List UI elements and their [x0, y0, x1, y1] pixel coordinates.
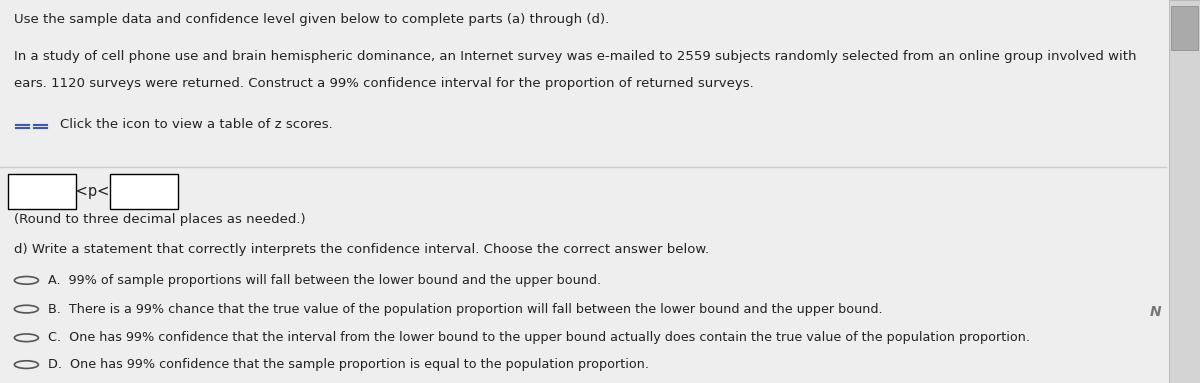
- FancyBboxPatch shape: [14, 126, 30, 129]
- Text: D.  One has 99% confidence that the sample proportion is equal to the population: D. One has 99% confidence that the sampl…: [48, 358, 649, 371]
- FancyBboxPatch shape: [1171, 6, 1198, 50]
- Text: ears. 1120 surveys were returned. Construct a 99% confidence interval for the pr: ears. 1120 surveys were returned. Constr…: [14, 77, 754, 90]
- Text: N: N: [1150, 305, 1162, 319]
- Text: B.  There is a 99% chance that the true value of the population proportion will : B. There is a 99% chance that the true v…: [48, 303, 883, 316]
- FancyBboxPatch shape: [1169, 0, 1200, 383]
- FancyBboxPatch shape: [14, 123, 30, 126]
- Text: A.  99% of sample proportions will fall between the lower bound and the upper bo: A. 99% of sample proportions will fall b…: [48, 274, 601, 287]
- Text: d) Write a statement that correctly interprets the confidence interval. Choose t: d) Write a statement that correctly inte…: [14, 243, 709, 256]
- Text: ▲: ▲: [1181, 10, 1188, 20]
- Text: 0.463: 0.463: [124, 184, 164, 199]
- Text: Click the icon to view a table of z scores.: Click the icon to view a table of z scor…: [60, 118, 332, 131]
- FancyBboxPatch shape: [32, 126, 48, 129]
- Text: 0.413: 0.413: [22, 184, 62, 199]
- Text: <p<: <p<: [71, 184, 114, 199]
- Text: C.  One has 99% confidence that the interval from the lower bound to the upper b: C. One has 99% confidence that the inter…: [48, 331, 1030, 344]
- FancyBboxPatch shape: [32, 123, 48, 126]
- Text: Use the sample data and confidence level given below to complete parts (a) throu: Use the sample data and confidence level…: [14, 13, 610, 26]
- Text: In a study of cell phone use and brain hemispheric dominance, an Internet survey: In a study of cell phone use and brain h…: [14, 50, 1136, 63]
- FancyBboxPatch shape: [8, 174, 76, 209]
- FancyBboxPatch shape: [110, 174, 178, 209]
- Text: (Round to three decimal places as needed.): (Round to three decimal places as needed…: [14, 213, 306, 226]
